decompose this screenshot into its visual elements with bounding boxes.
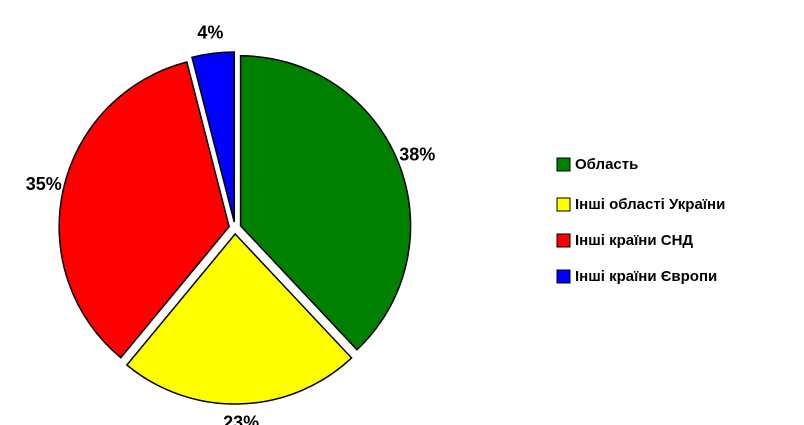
pie-slice	[58, 61, 230, 359]
pie-slice	[191, 51, 235, 223]
legend-label: Інші країни СНД	[575, 232, 693, 249]
legend-swatch	[556, 157, 571, 172]
pie-slice	[125, 232, 353, 405]
legend-label: Область	[575, 156, 638, 173]
legend-swatch	[556, 233, 571, 248]
pie-slice	[239, 55, 412, 351]
legend-label: Інші країни Європи	[575, 268, 717, 285]
slice-label: 4%	[197, 22, 223, 42]
legend-label: Інші області України	[575, 196, 725, 213]
slice-label: 23%	[223, 413, 259, 425]
legend-swatch	[556, 197, 571, 212]
legend-swatch	[556, 269, 571, 284]
slice-label: 35%	[26, 174, 62, 194]
slice-label: 38%	[399, 145, 435, 165]
